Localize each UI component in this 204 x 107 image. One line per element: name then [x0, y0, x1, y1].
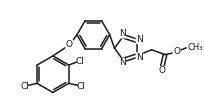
- Text: CH₃: CH₃: [187, 43, 203, 52]
- Text: O: O: [159, 66, 166, 75]
- Text: Cl: Cl: [20, 82, 29, 91]
- Text: O: O: [173, 47, 180, 56]
- Text: N: N: [136, 35, 143, 44]
- Text: Cl: Cl: [77, 82, 86, 91]
- Text: O: O: [66, 40, 73, 49]
- Text: N: N: [119, 58, 126, 67]
- Text: N: N: [136, 53, 143, 62]
- Text: N: N: [119, 29, 126, 38]
- Text: Cl: Cl: [76, 57, 85, 66]
